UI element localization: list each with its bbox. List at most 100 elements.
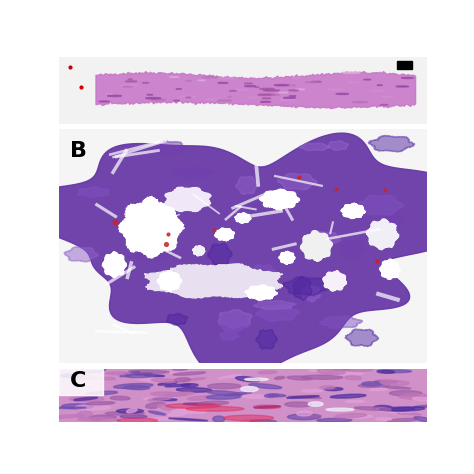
Ellipse shape [305,82,316,83]
Ellipse shape [268,394,286,397]
Ellipse shape [297,411,312,416]
Ellipse shape [390,391,422,396]
Ellipse shape [217,100,232,101]
Ellipse shape [206,99,219,100]
Ellipse shape [166,403,220,409]
Ellipse shape [158,406,173,409]
Polygon shape [339,240,366,259]
Ellipse shape [117,418,157,423]
Ellipse shape [207,391,242,396]
Ellipse shape [171,410,206,413]
Ellipse shape [309,370,326,372]
Ellipse shape [345,401,365,402]
Ellipse shape [124,385,149,390]
Ellipse shape [236,89,248,90]
Ellipse shape [106,372,131,374]
Ellipse shape [86,391,118,395]
Ellipse shape [264,90,280,91]
Ellipse shape [364,79,371,80]
Ellipse shape [342,72,360,73]
Ellipse shape [168,412,186,416]
Polygon shape [235,213,251,223]
Ellipse shape [271,94,280,95]
Ellipse shape [262,98,271,99]
Ellipse shape [202,76,218,78]
Ellipse shape [55,407,86,409]
Ellipse shape [120,372,140,377]
Ellipse shape [188,396,214,400]
Ellipse shape [169,418,208,421]
Bar [397,61,412,69]
Polygon shape [171,167,217,177]
Ellipse shape [135,373,152,375]
Polygon shape [259,189,300,210]
Ellipse shape [145,374,164,377]
Ellipse shape [370,90,383,91]
Polygon shape [219,331,239,340]
Ellipse shape [328,89,342,90]
Ellipse shape [73,397,98,401]
Ellipse shape [258,371,277,374]
Polygon shape [323,271,346,292]
Ellipse shape [100,419,123,422]
Ellipse shape [396,86,409,87]
Ellipse shape [88,415,117,420]
Ellipse shape [208,383,241,389]
Ellipse shape [175,378,191,382]
Ellipse shape [146,98,161,99]
Ellipse shape [74,374,91,376]
Ellipse shape [148,411,165,415]
Ellipse shape [274,84,289,86]
Ellipse shape [50,415,84,419]
Ellipse shape [174,100,179,101]
Polygon shape [256,329,278,349]
Ellipse shape [250,420,276,424]
Ellipse shape [401,413,421,415]
Polygon shape [102,252,127,277]
Polygon shape [277,173,317,190]
Polygon shape [357,195,405,215]
Polygon shape [254,301,296,310]
Ellipse shape [348,82,359,83]
Ellipse shape [69,396,104,401]
Ellipse shape [301,375,343,379]
Ellipse shape [245,86,255,87]
Polygon shape [366,219,399,250]
Ellipse shape [242,395,268,398]
Ellipse shape [151,99,166,100]
Polygon shape [96,72,416,109]
Polygon shape [144,264,283,298]
Ellipse shape [120,84,138,86]
Ellipse shape [358,383,390,387]
Ellipse shape [171,391,192,395]
Ellipse shape [326,408,354,411]
Ellipse shape [166,371,199,374]
Ellipse shape [127,408,137,413]
Ellipse shape [285,402,312,407]
Ellipse shape [85,402,115,405]
Ellipse shape [362,382,383,386]
Ellipse shape [206,395,241,399]
Ellipse shape [236,376,260,382]
Polygon shape [380,259,400,280]
Ellipse shape [380,104,388,105]
Ellipse shape [248,97,259,98]
Ellipse shape [264,394,278,397]
Polygon shape [193,246,205,256]
Ellipse shape [374,380,397,383]
Ellipse shape [75,405,110,410]
Ellipse shape [260,88,274,90]
Ellipse shape [108,95,122,97]
Ellipse shape [374,405,392,410]
Ellipse shape [120,415,147,418]
Ellipse shape [241,386,258,392]
Polygon shape [118,196,184,258]
Ellipse shape [198,80,205,81]
Ellipse shape [173,368,188,370]
Ellipse shape [183,403,215,405]
Ellipse shape [287,376,312,380]
Text: C: C [70,371,87,391]
Polygon shape [157,271,182,292]
Ellipse shape [218,82,228,83]
Polygon shape [215,228,235,241]
